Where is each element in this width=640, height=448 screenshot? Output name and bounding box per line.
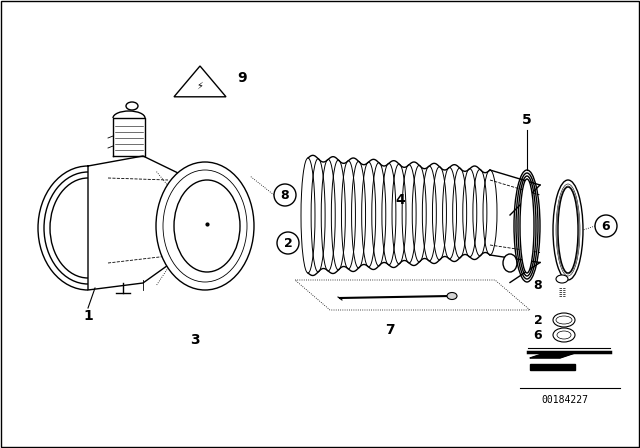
Circle shape [274,184,296,206]
Ellipse shape [556,275,568,283]
Ellipse shape [553,313,575,327]
Text: 8: 8 [281,189,289,202]
Ellipse shape [447,293,457,300]
Ellipse shape [156,162,254,290]
Text: 7: 7 [385,323,395,337]
Ellipse shape [553,180,583,280]
Ellipse shape [553,328,575,342]
Text: 4: 4 [395,193,405,207]
Text: 2: 2 [284,237,292,250]
Circle shape [277,232,299,254]
Ellipse shape [174,180,240,272]
Text: 6: 6 [602,220,611,233]
Ellipse shape [163,170,247,282]
Polygon shape [174,66,226,97]
Text: 6: 6 [534,328,542,341]
Text: 3: 3 [190,333,200,347]
Ellipse shape [557,331,571,339]
Text: 1: 1 [83,309,93,323]
Circle shape [595,215,617,237]
Polygon shape [530,364,575,370]
Text: 8: 8 [534,279,542,292]
Text: 5: 5 [522,113,532,127]
Text: 9: 9 [237,71,247,85]
Ellipse shape [558,187,578,273]
Ellipse shape [556,316,572,324]
Text: 2: 2 [534,314,542,327]
Ellipse shape [503,254,517,272]
Ellipse shape [126,102,138,110]
Ellipse shape [520,179,534,273]
Text: ⚡: ⚡ [196,81,204,91]
Text: 00184227: 00184227 [541,395,589,405]
Polygon shape [530,353,575,358]
